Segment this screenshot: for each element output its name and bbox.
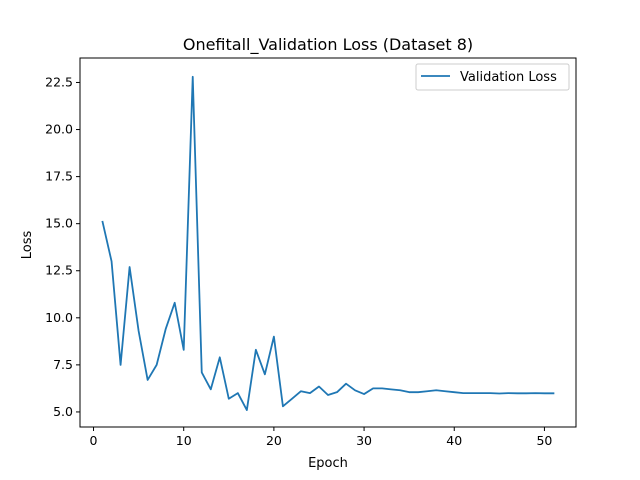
legend-box: [415, 63, 570, 91]
y-tick-label-2: 10.0: [45, 310, 73, 325]
plot-area: 0 10 20 30 40 50 5.0 7.5 10.0 12.5 15.0 17.5 20.0 22.…: [45, 57, 577, 448]
y-tick-label-6: 20.0: [45, 122, 73, 137]
legend-label: Validation Loss: [460, 70, 557, 85]
x-tick-label-2: 20: [266, 433, 282, 448]
x-tick-label-3: 30: [356, 433, 372, 448]
plot-frame: [79, 57, 577, 428]
x-tick-label-0: 0: [90, 433, 98, 448]
y-axis-label: Loss: [20, 231, 35, 260]
y-tick-label-1: 7.5: [53, 357, 73, 372]
y-tick-label-7: 22.5: [45, 74, 73, 89]
y-tick-label-5: 17.5: [45, 169, 73, 184]
x-tick-label-5: 50: [536, 433, 552, 448]
y-tick-label-0: 5.0: [53, 404, 73, 419]
y-tick-label-3: 12.5: [45, 263, 73, 278]
legend: Validation Loss: [415, 63, 570, 91]
x-axis-label: Epoch: [308, 456, 348, 471]
y-tick-label-4: 15.0: [45, 216, 73, 231]
chart-title: Onefitall_Validation Loss (Dataset 8): [183, 35, 473, 55]
x-tick-label-1: 10: [176, 433, 192, 448]
x-tick-label-4: 40: [446, 433, 462, 448]
series-line-0: [101, 75, 555, 411]
